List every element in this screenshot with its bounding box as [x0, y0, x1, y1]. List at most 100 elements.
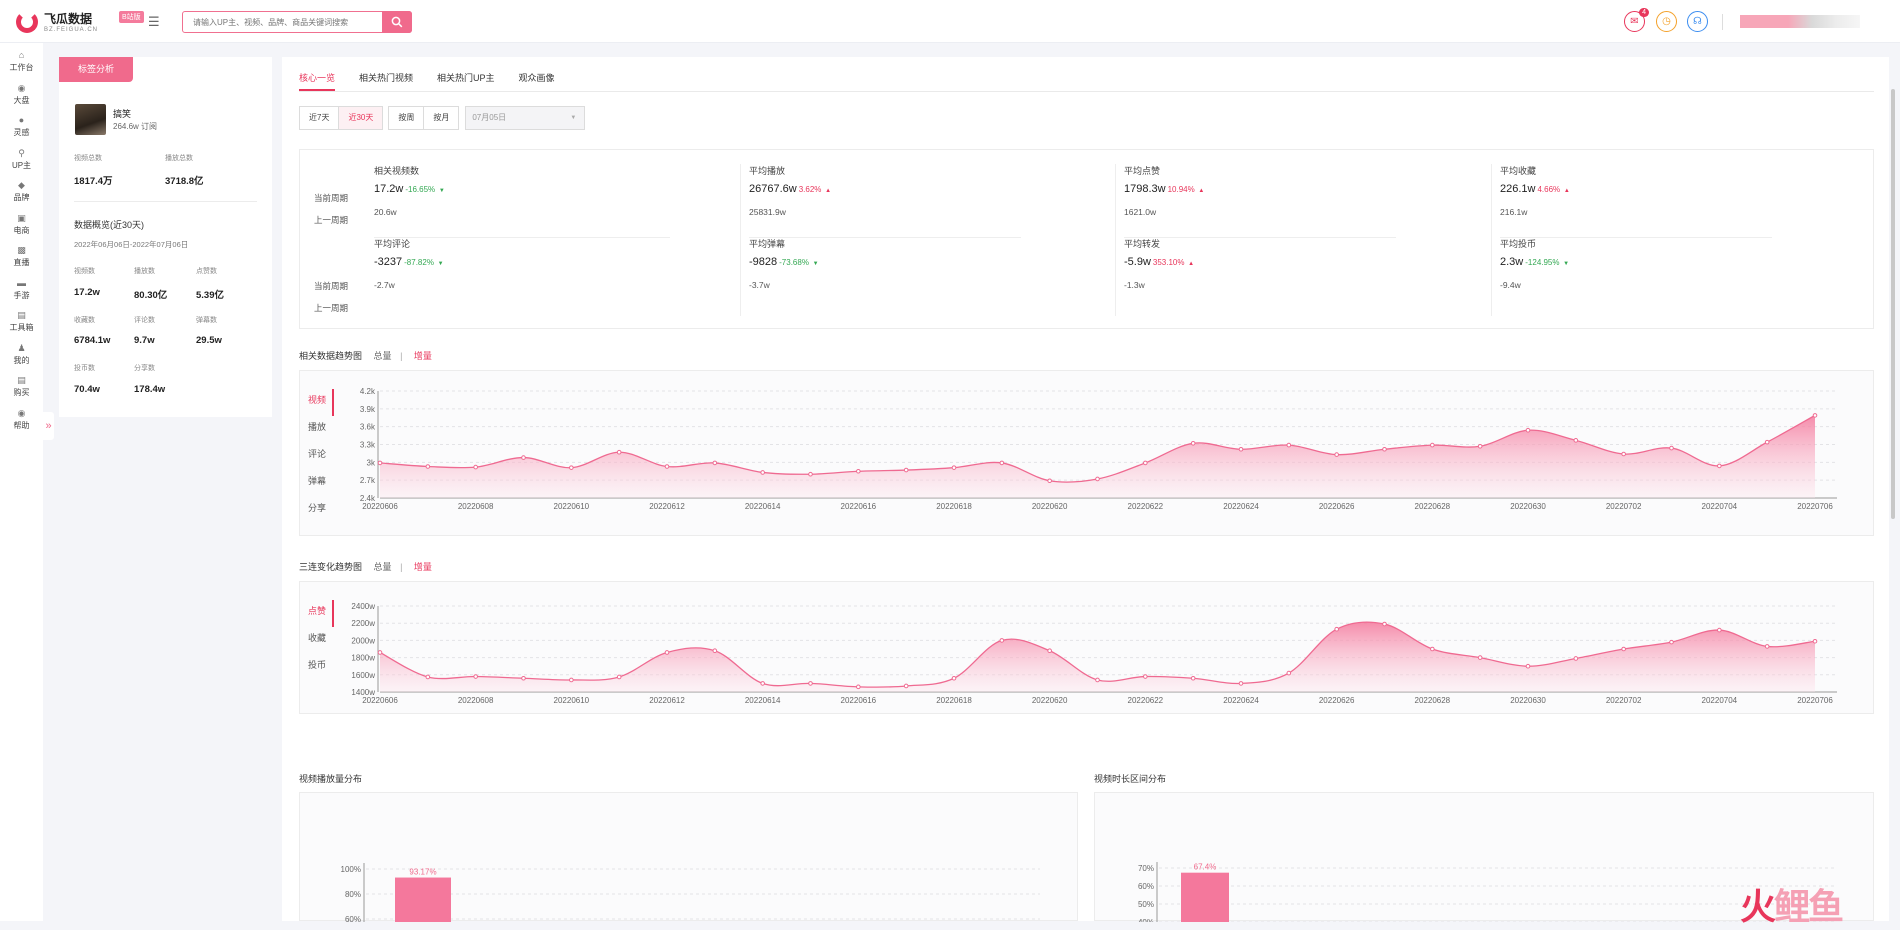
data-point[interactable] — [1334, 452, 1339, 457]
trend2-metric-1[interactable]: 收藏 — [308, 633, 327, 643]
trend2-metric-2[interactable]: 投币 — [308, 660, 327, 670]
data-point[interactable] — [1717, 627, 1722, 633]
data-point[interactable] — [1095, 476, 1100, 482]
data-point[interactable] — [616, 674, 622, 680]
data-point[interactable] — [1286, 442, 1292, 448]
data-point[interactable] — [1382, 621, 1387, 627]
data-point[interactable] — [951, 675, 957, 681]
data-point[interactable] — [1812, 413, 1818, 418]
history-button[interactable]: ◷ — [1656, 11, 1677, 32]
trend1-metric-4[interactable]: 分享 — [308, 503, 327, 513]
sidebar-item[interactable]: ◆ 品牌 — [0, 180, 43, 203]
data-point[interactable] — [1430, 442, 1435, 448]
data-point[interactable] — [1143, 674, 1148, 679]
sidebar-item[interactable]: ● 灵感 — [0, 115, 43, 138]
data-point[interactable] — [808, 471, 813, 477]
data-point[interactable] — [377, 460, 383, 466]
data-point[interactable] — [473, 464, 478, 470]
data-point[interactable] — [1190, 441, 1196, 446]
range-7d-button[interactable]: 近7天 — [299, 106, 340, 130]
data-point[interactable] — [1286, 670, 1292, 676]
data-point[interactable] — [1525, 427, 1531, 433]
sidebar-expand-button[interactable]: » — [43, 412, 54, 440]
data-point[interactable] — [760, 470, 765, 475]
sidebar-item[interactable]: ▩ 直播 — [0, 245, 43, 268]
search-button[interactable] — [382, 11, 412, 33]
data-point[interactable] — [951, 465, 957, 470]
data-point[interactable] — [1525, 663, 1531, 669]
trend1-metric-1[interactable]: 播放 — [308, 422, 327, 432]
trend2-total-toggle[interactable]: 总量 — [373, 562, 392, 572]
data-point[interactable] — [1047, 648, 1052, 654]
data-point[interactable] — [664, 464, 670, 469]
data-point[interactable] — [569, 465, 574, 470]
data-point[interactable] — [808, 681, 813, 686]
data-point[interactable] — [1382, 446, 1387, 452]
trend2-metric-0[interactable]: 点赞 — [300, 600, 334, 627]
by-month-button[interactable]: 按月 — [423, 106, 460, 130]
trend1-metric-0[interactable]: 视频 — [300, 389, 334, 416]
trend2-increment-toggle[interactable]: 增量 — [413, 562, 432, 572]
data-point[interactable] — [999, 638, 1005, 643]
data-point[interactable] — [1143, 460, 1148, 466]
search-input[interactable] — [183, 12, 379, 32]
data-point[interactable] — [856, 684, 861, 690]
sidebar-item[interactable]: ▣ 电商 — [0, 213, 43, 236]
data-point[interactable] — [1190, 675, 1196, 681]
data-point[interactable] — [1573, 656, 1579, 661]
data-point[interactable] — [1669, 445, 1674, 451]
data-point[interactable] — [1669, 639, 1674, 645]
data-point[interactable] — [616, 449, 622, 455]
data-point[interactable] — [377, 650, 383, 655]
data-point[interactable] — [1238, 446, 1244, 452]
bar[interactable] — [395, 877, 451, 922]
data-point[interactable] — [1334, 626, 1339, 632]
sidebar-item[interactable]: ▬ 手游 — [0, 278, 43, 301]
data-point[interactable] — [1047, 478, 1052, 484]
data-point[interactable] — [1573, 438, 1579, 443]
data-point[interactable] — [1095, 677, 1100, 683]
tab-hot-up[interactable]: 相关热门UP主 — [437, 73, 495, 83]
data-point[interactable] — [712, 648, 718, 654]
data-point[interactable] — [1477, 655, 1483, 660]
data-point[interactable] — [425, 464, 431, 469]
scrollbar[interactable] — [1891, 89, 1895, 519]
range-30d-button[interactable]: 近30天 — [338, 106, 384, 130]
support-button[interactable]: ☊ — [1687, 11, 1708, 32]
data-point[interactable] — [1477, 443, 1483, 449]
data-point[interactable] — [569, 677, 574, 683]
bar[interactable] — [1181, 872, 1229, 922]
tab-audience[interactable]: 观众画像 — [518, 73, 555, 83]
sidebar-item[interactable]: ▤ 购买 — [0, 375, 43, 398]
sidebar-item[interactable]: ▤ 工具箱 — [0, 310, 43, 333]
sidebar-item[interactable]: ◉ 帮助 — [0, 408, 43, 431]
data-point[interactable] — [664, 650, 670, 655]
data-point[interactable] — [1717, 463, 1722, 469]
sidebar-item[interactable]: ⚲ UP主 — [0, 148, 43, 171]
sidebar-item[interactable]: ◉ 大盘 — [0, 83, 43, 106]
tab-hot-videos[interactable]: 相关热门视频 — [359, 73, 414, 83]
sidebar-item[interactable]: ⌂ 工作台 — [0, 50, 43, 73]
data-point[interactable] — [521, 675, 526, 681]
data-point[interactable] — [425, 674, 431, 680]
data-point[interactable] — [1764, 644, 1770, 649]
user-account[interactable] — [1740, 15, 1860, 28]
by-week-button[interactable]: 按周 — [388, 106, 425, 130]
trend1-total-toggle[interactable]: 总量 — [373, 351, 392, 361]
trend1-metric-3[interactable]: 弹幕 — [308, 476, 327, 486]
sidebar-item[interactable]: ♟ 我的 — [0, 343, 43, 366]
data-point[interactable] — [521, 455, 526, 460]
data-point[interactable] — [903, 683, 909, 689]
menu-toggle-icon[interactable]: ☰ — [148, 14, 160, 29]
trend1-metric-2[interactable]: 评论 — [308, 449, 327, 459]
data-point[interactable] — [473, 674, 478, 679]
data-point[interactable] — [1430, 646, 1435, 652]
date-picker[interactable]: 07月05日 ▼ — [465, 106, 586, 130]
data-point[interactable] — [712, 460, 718, 466]
trend1-increment-toggle[interactable]: 增量 — [413, 351, 432, 361]
mail-button[interactable]: ✉ 4 — [1624, 8, 1649, 32]
data-point[interactable] — [1764, 439, 1770, 445]
data-point[interactable] — [1812, 638, 1818, 644]
data-point[interactable] — [1621, 646, 1626, 652]
data-point[interactable] — [999, 460, 1005, 466]
